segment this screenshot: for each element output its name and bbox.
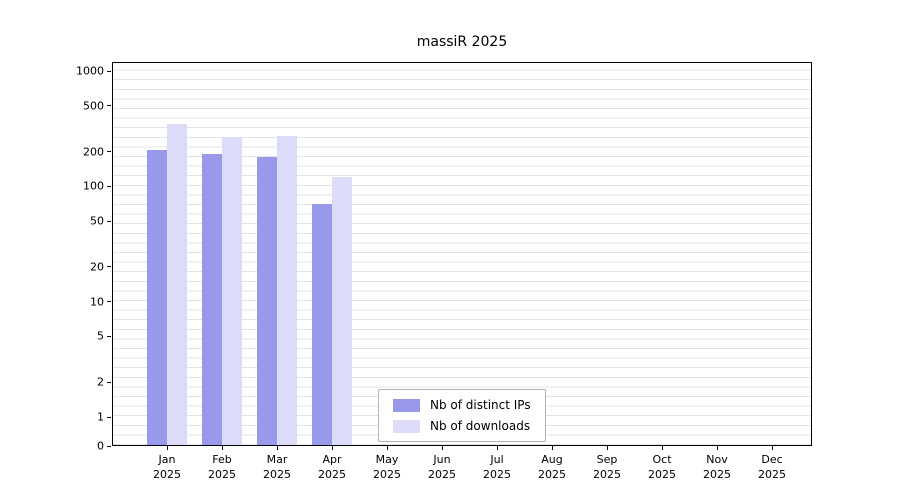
- y-tick-label: 50: [90, 214, 104, 228]
- x-tick-mark: [607, 446, 608, 450]
- y-tick-mark: [107, 266, 111, 268]
- bar-nb-of-downloads: [222, 136, 242, 445]
- y-tick-label: 10: [90, 295, 104, 309]
- x-tick-mark: [277, 446, 278, 450]
- x-tick-label: Dec 2025: [758, 453, 786, 481]
- legend-swatch: [393, 398, 420, 412]
- x-tick-mark: [222, 446, 223, 450]
- chart-title: massiR 2025: [416, 34, 508, 50]
- y-tick-mark: [107, 416, 111, 418]
- y-tick-label: 200: [83, 145, 104, 159]
- y-tick-label: 2: [97, 375, 104, 389]
- y-tick-mark: [107, 151, 111, 153]
- legend-label: Nb of downloads: [430, 419, 531, 433]
- x-tick-mark: [662, 446, 663, 450]
- x-tick-mark: [772, 446, 773, 450]
- x-tick-label: Nov 2025: [703, 453, 731, 481]
- y-tick-mark: [107, 220, 111, 222]
- x-tick-mark: [497, 446, 498, 450]
- x-tick-label: Jun 2025: [428, 453, 456, 481]
- bar-nb-of-distinct-ips: [312, 204, 332, 445]
- x-tick-mark: [552, 446, 553, 450]
- y-tick-label: 1: [97, 410, 104, 424]
- bar-nb-of-downloads: [277, 135, 297, 445]
- x-tick-label: Jan 2025: [153, 453, 181, 481]
- x-tick-mark: [332, 446, 333, 450]
- x-tick-label: Sep 2025: [593, 453, 621, 481]
- x-tick-label: Apr 2025: [318, 453, 346, 481]
- x-tick-label: May 2025: [373, 453, 401, 481]
- x-tick-mark: [717, 446, 718, 450]
- y-tick-mark: [107, 445, 111, 447]
- bar-nb-of-distinct-ips: [257, 156, 277, 445]
- legend-row: Nb of downloads: [393, 419, 531, 433]
- y-tick-label: 500: [83, 99, 104, 113]
- y-tick-mark: [107, 381, 111, 383]
- x-tick-label: Oct 2025: [648, 453, 676, 481]
- bar-nb-of-downloads: [167, 123, 187, 445]
- y-tick-label: 20: [90, 260, 104, 274]
- y-tick-label: 0: [97, 439, 104, 453]
- bar-nb-of-distinct-ips: [202, 154, 222, 445]
- legend: Nb of distinct IPs Nb of downloads: [378, 389, 546, 442]
- y-tick-mark: [107, 301, 111, 303]
- y-tick-mark: [107, 105, 111, 107]
- y-tick-label: 1000: [76, 64, 104, 78]
- x-tick-label: Feb 2025: [208, 453, 236, 481]
- bar-nb-of-downloads: [332, 177, 352, 445]
- bar-nb-of-distinct-ips: [147, 150, 167, 445]
- legend-swatch: [393, 419, 420, 433]
- legend-label: Nb of distinct IPs: [430, 398, 531, 412]
- x-tick-mark: [442, 446, 443, 450]
- x-tick-label: Mar 2025: [263, 453, 291, 481]
- x-tick-mark: [387, 446, 388, 450]
- legend-row: Nb of distinct IPs: [393, 398, 531, 412]
- x-tick-label: Jul 2025: [483, 453, 511, 481]
- y-tick-label: 100: [83, 179, 104, 193]
- y-tick-mark: [107, 335, 111, 337]
- y-tick-mark: [107, 185, 111, 187]
- y-tick-mark: [107, 70, 111, 72]
- y-tick-label: 5: [97, 329, 104, 343]
- x-tick-label: Aug 2025: [538, 453, 566, 481]
- x-tick-mark: [167, 446, 168, 450]
